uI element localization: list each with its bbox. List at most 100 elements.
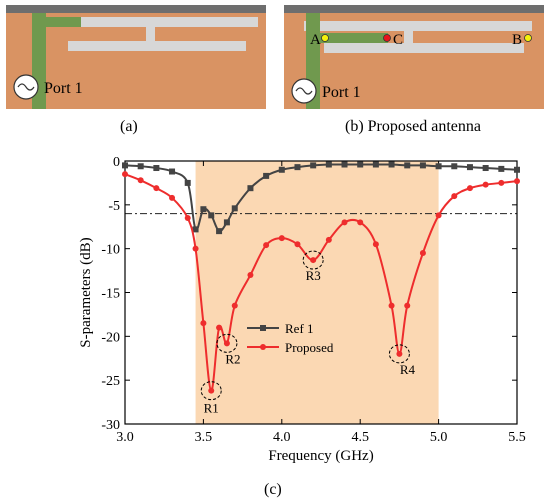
y-tick-label: -10 bbox=[101, 243, 120, 258]
data-point-square bbox=[419, 162, 426, 169]
data-point-circle bbox=[216, 324, 223, 331]
legend-marker bbox=[260, 344, 266, 350]
y-tick-label: -5 bbox=[108, 199, 120, 214]
data-point-circle bbox=[310, 257, 317, 264]
data-point-square bbox=[122, 162, 128, 169]
data-point-square bbox=[137, 163, 144, 170]
port-label-a: Port 1 bbox=[44, 80, 83, 97]
data-point-square bbox=[184, 179, 191, 186]
data-point-square bbox=[263, 172, 270, 179]
x-axis-label: Frequency (GHz) bbox=[268, 448, 373, 464]
x-tick-label: 4.5 bbox=[351, 430, 369, 445]
sine-icon bbox=[295, 87, 313, 95]
data-point-square bbox=[169, 168, 176, 175]
data-point-square bbox=[216, 228, 223, 235]
data-point-circle bbox=[388, 302, 395, 309]
data-point-square bbox=[208, 212, 215, 219]
shaded-band bbox=[195, 161, 439, 424]
data-point-circle bbox=[137, 177, 144, 184]
legend-marker bbox=[260, 325, 266, 331]
s-parameter-chart: 3.0 3.5 4.0 4.5 5.0 5.5 0 -5 -10 -15 -20 -25 -30 R1 R… bbox=[78, 155, 526, 464]
data-point-circle bbox=[372, 241, 379, 248]
data-point-square bbox=[200, 206, 207, 213]
data-point-square bbox=[357, 161, 364, 168]
point-b-marker bbox=[524, 34, 532, 42]
caption-b: (b) Proposed antenna bbox=[345, 118, 481, 135]
caption-a: (a) bbox=[120, 118, 138, 135]
data-point-square bbox=[341, 161, 348, 168]
series-layer bbox=[122, 161, 520, 394]
data-point-circle bbox=[184, 214, 191, 221]
data-point-square bbox=[153, 165, 160, 172]
x-tick-label: 3.5 bbox=[195, 430, 213, 445]
data-point-square bbox=[435, 163, 442, 170]
panel-a: Port 1 bbox=[6, 5, 266, 109]
ground-strip bbox=[284, 5, 544, 13]
data-point-circle bbox=[325, 236, 332, 243]
data-point-square bbox=[247, 185, 254, 192]
data-point-circle bbox=[169, 194, 176, 201]
data-point-circle bbox=[396, 350, 403, 357]
data-point-square bbox=[231, 205, 238, 212]
data-point-circle bbox=[341, 219, 348, 226]
data-point-square bbox=[404, 162, 411, 169]
data-point-circle bbox=[466, 185, 473, 192]
legend-label: Ref 1 bbox=[285, 321, 314, 336]
panel-b: A C B Port 1 bbox=[284, 5, 544, 109]
data-point-square bbox=[278, 166, 285, 173]
annotation-label: R3 bbox=[306, 268, 321, 283]
data-point-circle bbox=[451, 193, 458, 200]
data-point-circle bbox=[404, 302, 411, 309]
data-point-square bbox=[192, 226, 199, 233]
legend-label: Proposed bbox=[285, 340, 334, 355]
slot-bottom bbox=[324, 43, 524, 53]
annotation-label: R2 bbox=[225, 351, 240, 366]
data-point-circle bbox=[482, 181, 489, 188]
legend: Ref 1 Proposed bbox=[247, 321, 334, 355]
data-point-square bbox=[223, 219, 230, 226]
data-point-square bbox=[294, 164, 301, 171]
annotation-circle bbox=[216, 333, 238, 353]
data-point-circle bbox=[278, 235, 285, 242]
data-point-square bbox=[466, 164, 473, 171]
x-tick-label: 3.0 bbox=[116, 430, 134, 445]
antenna-b-drawing: A C B Port 1 bbox=[284, 5, 544, 109]
y-tick-label: -20 bbox=[101, 330, 120, 345]
point-b-label: B bbox=[512, 32, 522, 48]
data-point-circle bbox=[263, 242, 270, 249]
data-point-circle bbox=[153, 185, 160, 192]
data-point-circle bbox=[231, 302, 238, 309]
sine-icon bbox=[17, 83, 35, 91]
slot-bottom bbox=[68, 41, 246, 51]
data-point-circle bbox=[294, 241, 301, 248]
y-tick-label: -30 bbox=[101, 418, 120, 433]
point-a-marker bbox=[321, 34, 329, 42]
data-point-circle bbox=[208, 387, 215, 394]
data-point-square bbox=[310, 162, 317, 169]
data-point-square bbox=[451, 163, 458, 170]
data-point-square bbox=[325, 161, 332, 168]
point-c-label: C bbox=[393, 32, 403, 48]
data-point-square bbox=[388, 161, 395, 168]
data-point-circle bbox=[357, 219, 364, 226]
data-point-circle bbox=[200, 320, 207, 327]
data-point-square bbox=[498, 165, 505, 172]
data-point-circle bbox=[122, 171, 128, 178]
caption-c: (c) bbox=[264, 481, 282, 498]
annotation-label: R4 bbox=[400, 362, 416, 377]
data-point-circle bbox=[435, 212, 442, 219]
port-label-b: Port 1 bbox=[322, 84, 361, 101]
point-c-marker bbox=[383, 34, 391, 42]
x-tick-label: 5.5 bbox=[508, 430, 526, 445]
y-tick-label: 0 bbox=[113, 155, 120, 170]
point-a-label: A bbox=[310, 32, 321, 48]
data-point-circle bbox=[223, 340, 230, 347]
data-point-circle bbox=[247, 271, 254, 278]
slot-connector bbox=[146, 17, 155, 47]
data-point-circle bbox=[192, 245, 199, 252]
slot-connector bbox=[404, 21, 413, 49]
data-point-square bbox=[372, 161, 379, 168]
data-point-circle bbox=[514, 178, 520, 185]
ground-strip bbox=[6, 5, 266, 13]
feed-arm bbox=[306, 33, 388, 43]
